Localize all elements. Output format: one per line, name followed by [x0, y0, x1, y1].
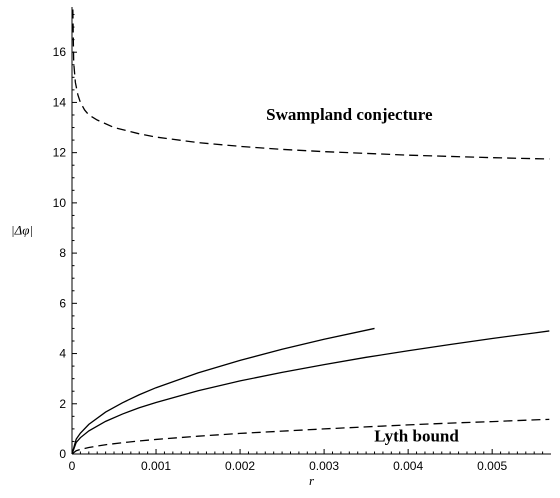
y-tick-label: 2 [59, 397, 66, 411]
x-axis-label: r [309, 473, 315, 488]
axes: 0 2 4 6 8 10 12 14 16 0 0.001 0.002 0.003 0.004 0.005 [53, 7, 551, 473]
x-tick-label: 0.001 [141, 459, 171, 473]
y-tick-label: 6 [59, 296, 66, 310]
y-tick-label: 16 [53, 45, 67, 59]
y-tick-label: 8 [59, 246, 66, 260]
y-tick-label: 14 [53, 95, 67, 109]
y-tick-label: 0 [59, 447, 66, 461]
series-group [71, 9, 550, 455]
series-line-2 [71, 327, 375, 455]
annotation-2: Lyth bound [374, 426, 459, 445]
x-tick-label: 0 [69, 459, 76, 473]
x-tick-label: 0.004 [393, 459, 423, 473]
x-tick-label: 0.002 [225, 459, 255, 473]
series-line-1 [72, 9, 550, 160]
series-line-3 [71, 330, 550, 455]
annotation-1: Swampland conjecture [266, 105, 433, 124]
y-tick-label: 4 [59, 347, 66, 361]
series-line-4 [71, 418, 550, 455]
y-axis-label: |Δφ| [11, 223, 33, 238]
x-tick-label: 0.005 [477, 459, 507, 473]
y-tick-label: 10 [53, 196, 67, 210]
y-tick-label: 12 [53, 146, 67, 160]
x-tick-label: 0.003 [309, 459, 339, 473]
annotations: Swampland conjecture Lyth bound [266, 105, 459, 445]
